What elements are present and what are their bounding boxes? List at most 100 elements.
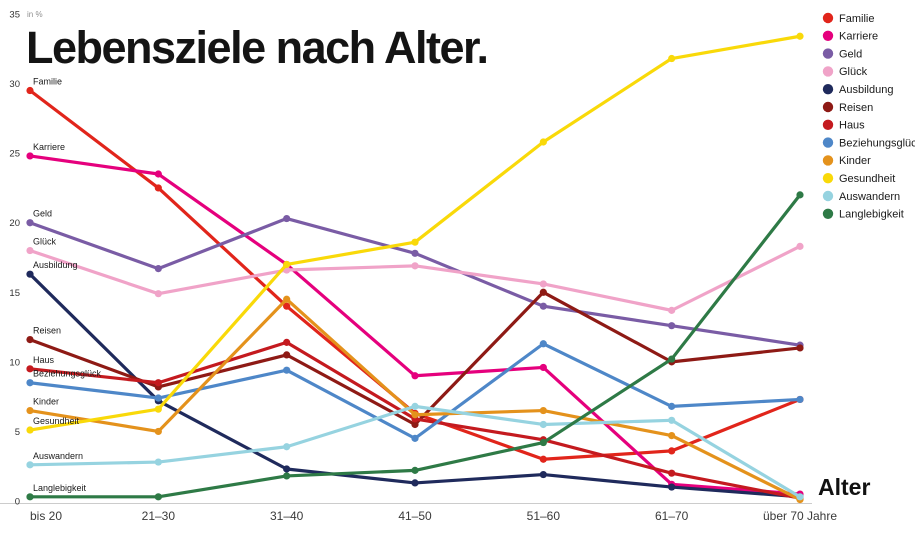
series-point-geld: [411, 249, 419, 257]
series-point-karriere: [26, 152, 34, 160]
series-start-label-kinder: Kinder: [33, 397, 59, 407]
series-point-langlebigkeit: [668, 355, 676, 363]
series-point-auswandern: [668, 416, 676, 424]
series-point-langlebigkeit: [283, 472, 291, 480]
legend-label-geld: Geld: [839, 48, 862, 60]
x-axis-title: Alter: [818, 474, 871, 500]
series-point-kinder: [668, 432, 676, 440]
series-point-gl-ck: [154, 290, 162, 298]
series-point-gl-ck: [26, 246, 34, 255]
x-tick-label: 51–60: [527, 509, 561, 523]
series-point-gl-ck: [796, 242, 804, 250]
series-point-gesundheit: [154, 405, 162, 413]
series-point-auswandern: [539, 420, 547, 429]
series-point-auswandern: [411, 402, 419, 410]
series-point-auswandern: [154, 458, 162, 466]
series-point-kinder: [283, 295, 291, 303]
series-point-kinder: [154, 427, 162, 436]
legend-label-familie: Familie: [839, 13, 874, 25]
series-point-gl-ck: [668, 306, 676, 314]
legend-swatch-auswandern: [822, 190, 834, 202]
legend-swatch-karriere: [822, 30, 834, 41]
legend-label-gl-ck: Glück: [839, 66, 868, 78]
series-point-geld: [668, 322, 676, 330]
series-point-reisen: [411, 420, 419, 429]
legend-label-beziehungsgl-ck: Beziehungsglück: [839, 137, 915, 149]
legend-swatch-reisen: [822, 101, 834, 113]
series-point-beziehungsgl-ck: [26, 379, 34, 387]
legend-swatch-langlebigkeit: [822, 208, 834, 219]
series-point-ausbildung: [668, 483, 676, 491]
series-point-beziehungsgl-ck: [411, 434, 419, 442]
legend-swatch-ausbildung: [822, 84, 834, 95]
series-line-gesundheit: [28, 34, 802, 432]
chart-title: Lebensziele nach Alter.: [26, 22, 489, 73]
legend-label-haus: Haus: [839, 120, 865, 132]
legend-label-auswandern: Auswandern: [839, 191, 900, 203]
y-tick-label: 35: [9, 10, 20, 21]
series-point-beziehungsgl-ck: [796, 395, 804, 404]
series-point-gesundheit: [283, 260, 291, 269]
legend-swatch-beziehungsgl-ck: [822, 137, 834, 148]
series-start-label-geld: Geld: [33, 209, 52, 219]
series-point-gesundheit: [539, 138, 547, 146]
series-point-haus: [668, 469, 676, 477]
series-point-kinder: [411, 411, 419, 419]
series-point-langlebigkeit: [411, 466, 419, 474]
x-tick-label: 21–30: [142, 509, 176, 523]
series-start-label-gl-ck: Glück: [33, 237, 57, 247]
series-point-ausbildung: [411, 479, 419, 487]
y-tick-label: 30: [9, 79, 20, 90]
series-point-langlebigkeit: [26, 493, 34, 501]
y-tick-label: 20: [9, 218, 20, 229]
x-tick-label: 41–50: [398, 509, 432, 523]
series-point-ausbildung: [539, 470, 547, 479]
series-point-beziehungsgl-ck: [283, 366, 291, 374]
series-point-familie: [539, 455, 547, 463]
series-point-gesundheit: [411, 238, 419, 246]
series-start-label-beziehungsgl-ck: Beziehungsglück: [33, 369, 102, 379]
series-point-karriere: [154, 170, 162, 178]
series-point-gl-ck: [539, 280, 547, 288]
legend-swatch-geld: [822, 48, 834, 59]
x-tick-label: 31–40: [270, 509, 304, 523]
series-point-haus: [26, 365, 34, 373]
series-point-geld: [283, 214, 291, 223]
series-start-label-ausbildung: Ausbildung: [33, 260, 78, 270]
series-point-auswandern: [796, 493, 804, 501]
series-point-reisen: [539, 288, 547, 296]
series-start-label-gesundheit: Gesundheit: [33, 416, 80, 426]
series-point-geld: [154, 265, 162, 273]
series-point-karriere: [539, 363, 547, 372]
y-axis-unit-label: in %: [27, 10, 43, 19]
series-line-geld: [28, 216, 802, 347]
series-point-reisen: [283, 351, 291, 359]
series-start-label-familie: Familie: [33, 77, 62, 87]
series-start-label-reisen: Reisen: [33, 326, 61, 336]
series-point-beziehungsgl-ck: [539, 340, 547, 348]
legend-label-gesundheit: Gesundheit: [839, 173, 895, 185]
legend-label-reisen: Reisen: [839, 102, 873, 114]
series-point-haus: [283, 338, 291, 346]
legend-swatch-kinder: [822, 155, 834, 166]
series-point-geld: [26, 219, 34, 227]
y-tick-label: 15: [9, 288, 20, 299]
series-point-langlebigkeit: [539, 438, 547, 447]
series-point-familie: [26, 86, 34, 95]
series-point-ausbildung: [26, 270, 34, 278]
legend-swatch-gesundheit: [822, 173, 834, 184]
series-point-geld: [539, 302, 547, 310]
y-tick-label: 0: [15, 497, 20, 508]
legend-swatch-haus: [822, 119, 834, 130]
series-point-familie: [283, 302, 291, 310]
series-point-beziehungsgl-ck: [154, 394, 162, 402]
legend-label-karriere: Karriere: [839, 31, 878, 43]
series-start-label-auswandern: Auswandern: [33, 451, 83, 461]
series-point-familie: [154, 184, 162, 192]
series-point-auswandern: [283, 443, 291, 451]
series-point-auswandern: [26, 461, 34, 469]
series-point-gesundheit: [26, 426, 34, 434]
legend-label-kinder: Kinder: [839, 155, 871, 167]
series-point-karriere: [411, 372, 419, 380]
